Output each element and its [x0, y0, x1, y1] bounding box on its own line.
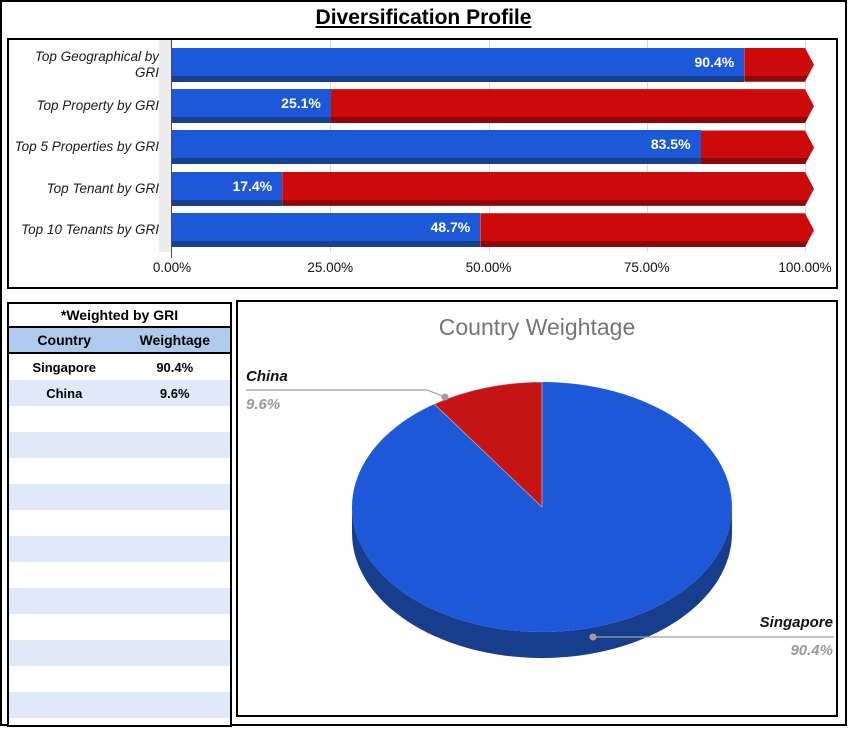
- bar-segment-remainder: [701, 130, 814, 164]
- weightage-table: *Weighted by GRI Country Weightage Singa…: [7, 302, 232, 727]
- bar-chart-body: Top Geographical by GRI Top Property by G…: [9, 40, 836, 275]
- country-weightage-pie-panel[interactable]: Country Weightage China 9.6% Singapore 9…: [236, 300, 838, 717]
- table-title-cell[interactable]: *Weighted by GRI: [9, 304, 230, 328]
- bar-row: 48.7%: [172, 210, 805, 251]
- bar-3d-wall: [159, 40, 171, 252]
- bar-row: 17.4%: [172, 168, 805, 209]
- bar-segment-value: 25.1%: [172, 89, 331, 124]
- table-row: [9, 406, 230, 432]
- bar-category-label: Top Property by GRI: [36, 98, 159, 114]
- table-header-weightage[interactable]: Weightage: [139, 332, 211, 348]
- table-body: Singapore 90.4% China 9.6%: [9, 354, 230, 725]
- pie-label-china: China: [246, 368, 288, 385]
- bar-plot: 90.4% 25.1% 83.5% 17.4% 48.7% 0.00% 25.00% 50.…: [153, 40, 832, 275]
- pie-value-china: 9.6%: [246, 396, 281, 413]
- table-header-row: Country Weightage: [9, 328, 230, 354]
- x-axis-tick-label: 75.00%: [623, 260, 670, 275]
- bar-value-label: 25.1%: [281, 95, 321, 112]
- table-row: [9, 614, 230, 640]
- x-axis-tick-label: 25.00%: [307, 260, 354, 275]
- pie-leader-dot-china: [441, 393, 449, 401]
- sheet-title[interactable]: Diversification Profile: [315, 6, 532, 29]
- table-row: [9, 510, 230, 536]
- table-row: [9, 718, 230, 725]
- bar-segment-remainder: [331, 89, 814, 123]
- pie-value-singapore: 90.4%: [790, 642, 833, 659]
- table-row: [9, 640, 230, 666]
- bar-row: 90.4%: [172, 44, 805, 85]
- table-cell-weightage[interactable]: 90.4%: [156, 359, 194, 375]
- pie-slice-china: [433, 381, 543, 508]
- table-row: [9, 484, 230, 510]
- table-header-country[interactable]: Country: [37, 332, 92, 348]
- bar-labels: Top Geographical by GRI Top Property by G…: [9, 40, 159, 256]
- bar-value-label: 17.4%: [232, 177, 273, 194]
- bar-segment-remainder: [480, 213, 814, 247]
- bar-row: 83.5%: [172, 127, 805, 168]
- pie-leader-line-china: [246, 389, 446, 398]
- bar-category-label: Top Tenant by GRI: [46, 180, 159, 196]
- table-row: [9, 666, 230, 692]
- bar-category-label: Top 10 Tenants by GRI: [21, 222, 159, 238]
- bar-segment-value: 90.4%: [172, 47, 745, 82]
- pie-chart-title: Country Weightage: [438, 314, 636, 340]
- bar-row: 25.1%: [172, 85, 805, 126]
- bar-value-label: 83.5%: [650, 136, 691, 153]
- bar-segment-value: 83.5%: [172, 130, 701, 165]
- y-axis-line: [170, 40, 172, 252]
- bar-rows: 90.4% 25.1% 83.5% 17.4% 48.7%: [172, 44, 805, 251]
- table-row: [9, 588, 230, 614]
- x-axis-tick-label: 0.00%: [152, 260, 192, 275]
- x-axis-tick-label: 50.00%: [465, 260, 512, 275]
- x-axis-tick-label: 100.00%: [778, 260, 832, 275]
- bar-category-label: Top 5 Properties by GRI: [14, 139, 159, 155]
- pie-svg: [246, 381, 834, 658]
- table-row: [9, 458, 230, 484]
- bar-segment-remainder: [744, 48, 814, 82]
- pie-leader-dot-singapore: [589, 633, 597, 641]
- table-cell-country[interactable]: China: [46, 385, 83, 401]
- table-row: [9, 692, 230, 718]
- bar-segment-value: 48.7%: [172, 213, 481, 248]
- bar-category-label: Top Geographical by GRI: [34, 48, 159, 80]
- bar-value-label: 48.7%: [430, 219, 471, 236]
- x-axis-zero-tick: [170, 252, 172, 258]
- table-row: Singapore 90.4%: [9, 354, 230, 380]
- table-row: [9, 536, 230, 562]
- diversification-bar-chart-panel[interactable]: Top Geographical by GRI Top Property by G…: [7, 38, 838, 289]
- table-row: China 9.6%: [9, 380, 230, 406]
- table-row: [9, 432, 230, 458]
- pie-3d-rim: [352, 507, 732, 658]
- bar-segment-remainder: [282, 172, 814, 206]
- bar-segment-value: 17.4%: [172, 171, 283, 206]
- table-row: [9, 562, 230, 588]
- pie-label-singapore: Singapore: [759, 614, 833, 631]
- table-cell-country[interactable]: Singapore: [32, 359, 97, 375]
- table-cell-weightage[interactable]: 9.6%: [159, 385, 190, 401]
- bar-value-label: 90.4%: [694, 53, 735, 70]
